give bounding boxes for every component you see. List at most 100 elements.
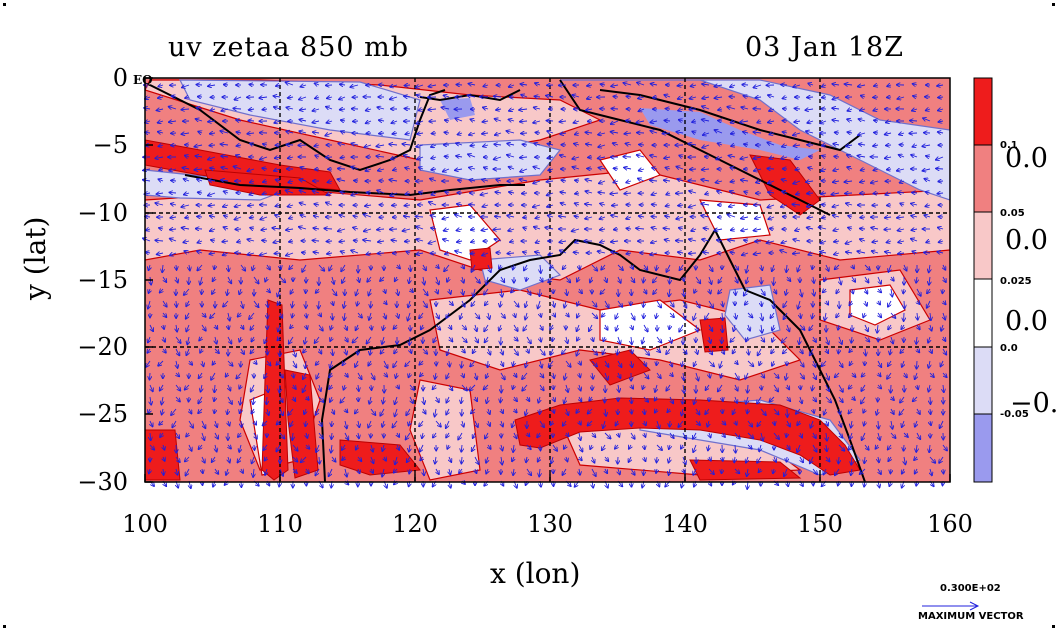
wind-vector	[495, 192, 502, 193]
wind-vector	[363, 240, 372, 241]
wind-vector	[260, 217, 268, 220]
wind-vector	[885, 157, 892, 158]
wind-vector	[858, 156, 866, 157]
wind-vector	[442, 217, 450, 219]
wind-vector	[768, 192, 775, 193]
wind-vector	[248, 121, 255, 122]
wind-vector	[572, 95, 580, 97]
wind-vectors	[143, 82, 947, 489]
wind-vector	[878, 420, 879, 429]
wind-vector	[768, 95, 775, 97]
wind-vector	[340, 109, 346, 110]
wind-vector	[184, 179, 190, 181]
wind-vector	[267, 312, 268, 318]
wind-vector	[832, 120, 840, 121]
wind-vector	[833, 181, 840, 182]
wind-vector	[598, 157, 606, 158]
wind-vector	[364, 145, 372, 147]
wind-vector	[885, 193, 892, 195]
wind-vector	[769, 157, 775, 159]
wind-vector	[319, 456, 320, 464]
wind-vector	[302, 252, 307, 253]
wind-vector	[741, 229, 749, 231]
wind-vector	[744, 240, 749, 241]
wind-vector	[900, 181, 905, 183]
wind-vector	[859, 119, 866, 121]
wind-vector	[910, 121, 918, 122]
wind-vector	[623, 83, 632, 85]
wind-vector	[428, 109, 437, 110]
wind-vector	[391, 240, 398, 241]
wind-vector	[651, 241, 658, 243]
wind-vector	[833, 97, 840, 99]
wind-vector	[299, 131, 307, 133]
wind-vector	[833, 205, 840, 207]
wind-vector	[509, 167, 515, 169]
wind-vector	[392, 205, 398, 206]
wind-vector	[722, 408, 723, 413]
wind-vector	[300, 190, 307, 193]
wind-vector	[861, 96, 866, 97]
wind-vector	[807, 228, 814, 230]
wind-vector	[626, 217, 632, 219]
wind-vector	[315, 83, 320, 85]
wind-vector	[664, 157, 671, 158]
wind-vector	[221, 144, 229, 145]
wind-vector	[755, 97, 762, 98]
wind-vector	[354, 240, 359, 241]
colorbar-tick-label: 0.05	[1000, 208, 1025, 219]
wind-vector	[900, 203, 904, 205]
wind-vector	[936, 169, 944, 170]
wind-vector	[705, 157, 710, 158]
wind-vector	[155, 203, 164, 205]
wind-vector	[456, 85, 463, 86]
wind-vector	[650, 121, 658, 122]
wind-vector	[185, 156, 190, 158]
wind-vector	[873, 145, 879, 146]
wind-vector	[432, 133, 437, 134]
wind-vector	[288, 97, 294, 98]
wind-vector	[267, 348, 268, 354]
wind-vector	[753, 132, 762, 133]
wind-vector	[339, 97, 346, 99]
wind-vector	[792, 204, 801, 205]
wind-vector	[561, 203, 567, 205]
wind-vector	[534, 227, 541, 229]
wind-vector	[806, 131, 814, 133]
wind-vector	[808, 168, 814, 169]
wind-vector	[548, 169, 554, 170]
wind-vector	[262, 109, 268, 110]
wind-vector	[404, 96, 411, 97]
wind-vector	[390, 85, 398, 87]
wind-vector	[274, 96, 281, 97]
wind-vector	[838, 456, 839, 463]
wind-vector	[807, 193, 814, 194]
wind-vector	[665, 216, 671, 217]
wind-vector	[689, 239, 697, 241]
wind-vector	[678, 205, 684, 206]
wind-vector	[172, 96, 177, 97]
wind-vector	[652, 168, 658, 169]
wind-vector	[416, 239, 424, 241]
wind-vector	[598, 145, 606, 147]
wind-vector	[717, 240, 723, 241]
wind-vector	[417, 95, 424, 97]
wind-vector	[405, 109, 411, 110]
wind-vector	[600, 241, 606, 242]
wind-vector	[520, 169, 528, 172]
wind-vector	[534, 107, 541, 109]
wind-vector	[679, 228, 684, 229]
wind-vector	[197, 217, 203, 218]
wind-vector	[834, 156, 840, 157]
wind-vector	[461, 456, 462, 464]
wind-vector	[338, 169, 346, 170]
wind-vector	[774, 276, 775, 285]
plot-date: 03 Jan 18Z	[745, 32, 904, 63]
wind-vector	[338, 179, 346, 181]
wind-vector	[482, 180, 489, 182]
wind-vector	[274, 121, 281, 123]
wind-vector	[223, 205, 229, 207]
wind-vector	[807, 217, 814, 218]
wind-vector	[417, 133, 424, 134]
wind-vector	[469, 133, 476, 135]
